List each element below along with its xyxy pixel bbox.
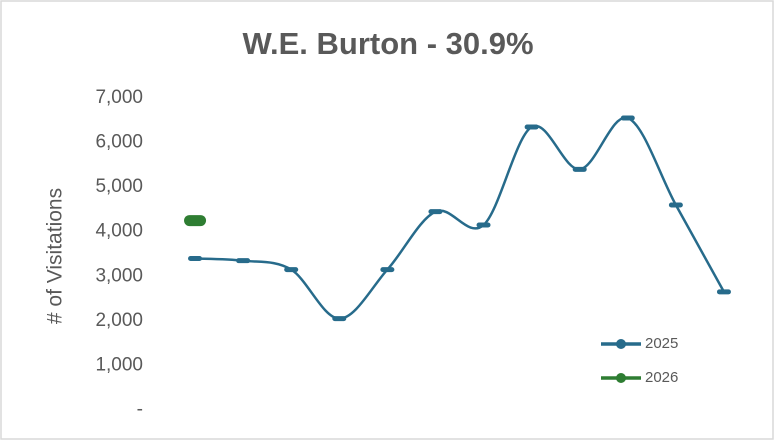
point-marker	[524, 124, 539, 130]
y-tick-label: 7,000	[95, 87, 143, 108]
y-tick-label: 3,000	[95, 265, 143, 286]
point-marker	[476, 222, 491, 228]
chart-title: W.E. Burton - 30.9%	[242, 26, 533, 61]
y-tick-label: 2,000	[95, 310, 143, 331]
legend-dot	[616, 339, 626, 349]
point-marker	[572, 166, 587, 172]
legend-label: 2025	[645, 335, 678, 352]
y-tick-label: 4,000	[95, 221, 143, 242]
legend-dot	[616, 373, 626, 383]
point-marker	[188, 255, 203, 261]
point-marker	[620, 115, 635, 121]
point-marker	[380, 267, 395, 273]
point-marker	[332, 316, 347, 322]
point-marker	[284, 267, 299, 273]
y-tick-label: -	[137, 399, 143, 420]
point-marker	[236, 258, 251, 264]
y-tick-label: 6,000	[95, 132, 143, 153]
point-marker	[184, 215, 207, 227]
point-marker	[428, 209, 443, 215]
point-marker	[668, 202, 683, 208]
legend-label: 2026	[645, 369, 678, 386]
y-tick-label: 1,000	[95, 354, 143, 375]
point-marker	[716, 289, 731, 295]
y-tick-label: 5,000	[95, 176, 143, 197]
y-axis-label: # of Visitations	[44, 188, 67, 324]
